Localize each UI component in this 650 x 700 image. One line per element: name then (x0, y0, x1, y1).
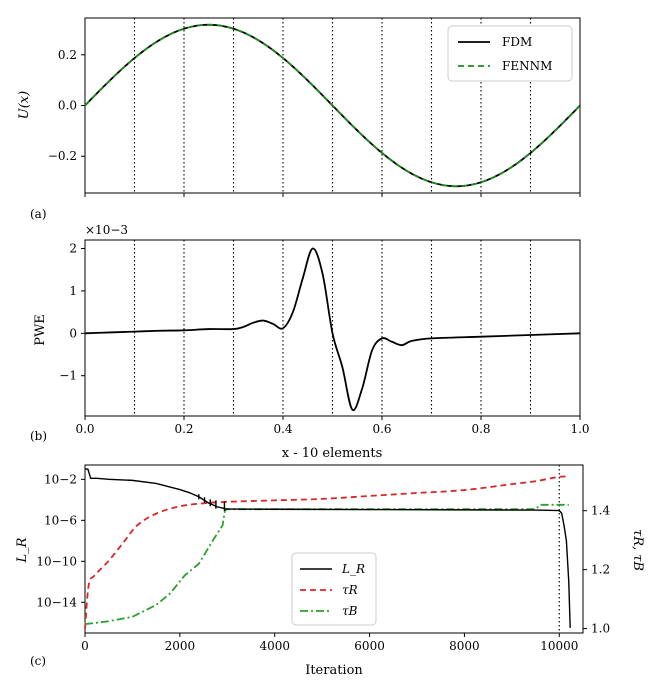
panel-b-label: (b) (30, 429, 47, 443)
panel-b-element-boundaries (133, 240, 532, 416)
panel-c-xlabel: Iteration (305, 663, 363, 678)
legend-fdm-label: FDM (502, 35, 532, 49)
legend-fennm-label: FENNM (502, 59, 552, 73)
y-tick-label: −1 (59, 369, 77, 383)
panel-c-label: (c) (30, 654, 46, 668)
x-tick-label: 0.4 (273, 422, 292, 436)
tau-r-line (84, 475, 569, 629)
x-tick-label: 0.2 (174, 422, 193, 436)
y-tick-label: 10−10 (36, 554, 77, 568)
legend-tau-r-label: τR (342, 583, 358, 597)
y-tick-label: 1 (69, 284, 77, 298)
panel-b-xlabel: x - 10 elements (282, 446, 383, 461)
y-tick-label: 10−6 (44, 513, 77, 527)
panel-a-ylabel: U(x) (17, 91, 32, 119)
x-tick-label: 10000 (540, 639, 578, 653)
panel-a-y-ticks: −0.2 0.0 0.2 (48, 48, 85, 163)
y-tick-label: 10−14 (36, 595, 77, 609)
panel-a-x-ticks (84, 193, 581, 197)
panel-c-ylabel-right: τR, τB (630, 529, 645, 571)
panel-a: −0.2 0.0 0.2 U(x) (a) FDM FENNM (17, 17, 581, 221)
y-tick-label-right: 1.0 (591, 622, 610, 636)
x-tick-label: 4000 (259, 639, 290, 653)
panel-c: 10−2 10−6 10−10 10−14 1.0 1.2 1.4 0 2000 4000 60… (15, 464, 645, 678)
x-tick-label: 1.0 (570, 422, 589, 436)
fennm-line (84, 23, 581, 188)
panel-b-y-ticks: −1 0 1 2 (59, 241, 85, 383)
panel-c-left-y-ticks: 10−2 10−6 10−10 10−14 (36, 472, 85, 609)
panel-b: −1 0 1 2 0.0 0.2 0.4 0.6 0.8 1.0 ×10−3 PWE x - 1… (30, 223, 590, 461)
panel-b-x-ticks: 0.0 0.2 0.4 0.6 0.8 1.0 (75, 416, 590, 436)
panel-c-right-y-ticks: 1.0 1.2 1.4 (583, 504, 610, 636)
y-tick-label: 0.2 (58, 48, 77, 62)
x-tick-label: 0.6 (372, 422, 391, 436)
y-tick-label: 10−2 (44, 472, 77, 486)
panel-c-x-ticks: 0 2000 4000 6000 8000 10000 (81, 633, 578, 653)
y-tick-label: −0.2 (48, 149, 77, 163)
y-tick-label: 2 (69, 241, 77, 255)
x-tick-label: 2000 (165, 639, 196, 653)
panel-a-label: (a) (30, 207, 47, 221)
tau-b-line (84, 503, 569, 626)
legend-tau-b-label: τB (342, 604, 358, 618)
x-tick-label: 0.8 (471, 422, 490, 436)
y-tick-label-right: 1.2 (591, 563, 610, 577)
x-tick-label: 6000 (354, 639, 385, 653)
y-tick-label-right: 1.4 (591, 504, 610, 518)
panel-c-ylabel: L_R (15, 537, 30, 563)
y-tick-label: 0 (69, 326, 77, 340)
legend-loss-label: L_R (341, 562, 365, 576)
x-tick-label: 0 (81, 639, 89, 653)
panel-c-legend: L_R τR τB (291, 552, 377, 626)
panel-c-frame (84, 464, 584, 634)
panel-b-ylabel: PWE (33, 314, 48, 346)
x-tick-label: 8000 (449, 639, 480, 653)
panel-b-y-scale-note: ×10−3 (85, 223, 128, 237)
x-tick-label: 0.0 (75, 422, 94, 436)
y-tick-label: 0.0 (58, 99, 77, 113)
panel-a-legend: FDM FENNM (447, 25, 573, 82)
pwe-line (84, 247, 581, 412)
